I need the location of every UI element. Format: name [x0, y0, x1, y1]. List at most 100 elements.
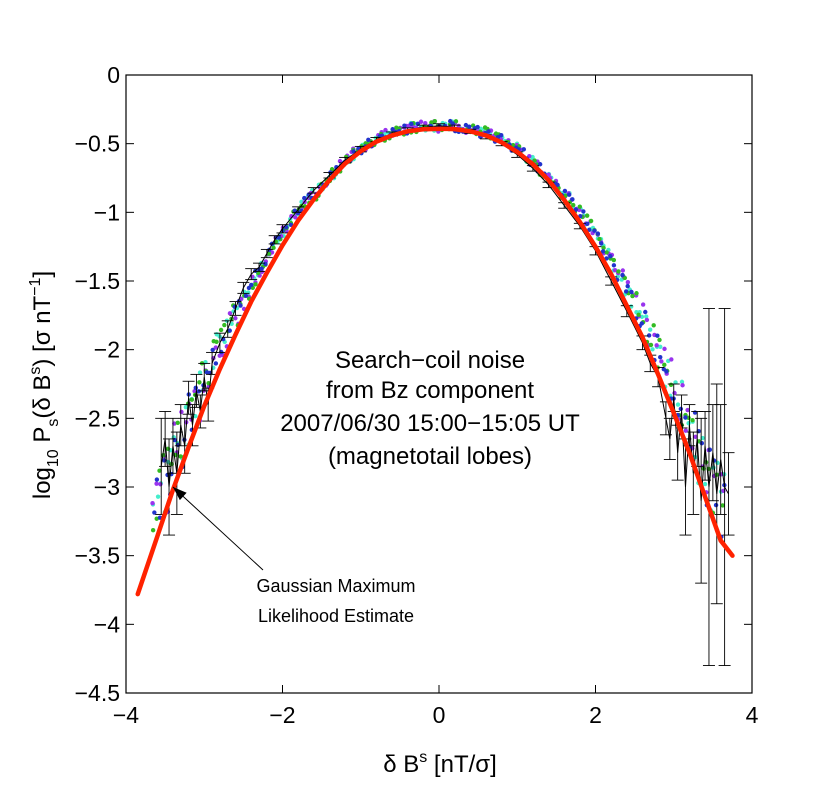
scatter-point [644, 317, 650, 323]
scatter-point [604, 250, 609, 255]
scatter-point [658, 344, 663, 349]
scatter-point [669, 357, 674, 362]
scatter-point [213, 361, 219, 366]
scatter-point [183, 404, 189, 410]
scatter-point [686, 421, 691, 426]
fit-curve [135, 126, 735, 597]
y-label-sup2: −1 [27, 277, 44, 295]
scatter-point [562, 188, 568, 194]
scatter-point [699, 441, 705, 446]
x-label-rest: [nT/σ] [427, 751, 497, 778]
scatter-point [218, 327, 224, 333]
x-tick-label: 4 [746, 702, 759, 728]
scatter-point [616, 269, 621, 274]
scatter-point [620, 268, 626, 273]
scatter-point [210, 347, 215, 353]
scatter-point [668, 382, 674, 388]
scatter-point [612, 268, 618, 273]
scatter-point [288, 222, 294, 227]
scatter-point [453, 119, 459, 124]
scatter-point [577, 204, 583, 209]
scatter-point [334, 165, 339, 170]
scatter-point [692, 410, 698, 415]
scatter-point [155, 494, 161, 499]
scatter-point [679, 379, 685, 385]
scatter-point [162, 458, 167, 463]
scatter-point [700, 435, 705, 441]
scatter-point [555, 182, 560, 188]
y-tick-label: −2.5 [75, 405, 120, 431]
scatter-point [720, 503, 725, 508]
scatter-point [584, 213, 590, 218]
scatter-point [690, 418, 695, 423]
scatter-point [402, 123, 407, 128]
y-label-sub1: 10 [45, 449, 62, 467]
scatter-point [643, 309, 648, 315]
scatter-point [683, 415, 688, 420]
x-tick-label: −2 [269, 702, 295, 728]
scatter-point [432, 119, 438, 124]
scatter-point [639, 321, 645, 326]
scatter-point [337, 158, 343, 164]
scatter-point [651, 323, 656, 328]
scatter-point [644, 314, 649, 319]
scatter-point [423, 120, 428, 126]
tick-layer: −4 −2 0 2 40−0.5−1−1.5−2−2.5−3−3.5−4−4.5 [75, 62, 759, 728]
scatter-point [299, 199, 304, 205]
scatter-point [647, 327, 653, 332]
annotation-line-4: (magnetotail lobes) [328, 443, 532, 470]
scatter-point [654, 343, 659, 348]
scatter-point [592, 228, 597, 233]
scatter-point [263, 261, 268, 267]
scatter-point [675, 402, 681, 407]
scatter-point [658, 354, 663, 360]
y-tick-label: −3 [94, 474, 120, 500]
scatter-point [657, 337, 662, 343]
scatter-point [608, 253, 613, 259]
scatter-point [600, 249, 606, 254]
scatter-point [351, 149, 356, 154]
y-axis-label: log10 Ps(δ Bs) [σ nT−1] [27, 271, 62, 499]
scatter-point [532, 158, 537, 163]
scatter-point [711, 465, 716, 470]
y-tick-label: 0 [107, 62, 120, 88]
x-label-main: δ B [383, 751, 419, 778]
scatter-point [629, 289, 634, 295]
scatter-point [646, 333, 652, 338]
y-tick-label: −0.5 [75, 131, 120, 157]
scatter-point [383, 127, 388, 133]
arrow-label-line-1: Gaussian Maximum [256, 576, 415, 596]
scatter-point [611, 257, 617, 263]
scatter-point [650, 347, 655, 352]
scatter-point [486, 129, 491, 134]
scatter-point [152, 510, 157, 515]
scatter-point [537, 162, 543, 167]
annotation-line-3: 2007/06/30 15:00−15:05 UT [280, 410, 580, 437]
scatter-point [271, 245, 276, 251]
scatter-point [466, 124, 472, 129]
y-label-end: ] [29, 271, 56, 278]
scatter-point [227, 328, 232, 333]
scatter-point [499, 132, 504, 138]
annotation-line-1: Search−coil noise [335, 347, 525, 374]
scatter-point [390, 127, 395, 132]
scatter-point [597, 236, 602, 242]
scatter-point [302, 195, 307, 201]
scatter-point [570, 197, 575, 202]
y-tick-label: −4 [94, 611, 120, 637]
scatter-point [577, 207, 582, 213]
y-label-sup1: s [27, 367, 44, 375]
scatter-point [611, 263, 617, 268]
scatter-point [178, 454, 183, 459]
scatter-point [521, 147, 527, 152]
scatter-point [599, 241, 604, 246]
arrow-line [172, 486, 264, 571]
scatter-point [662, 346, 667, 352]
y-tick-label: −3.5 [75, 543, 120, 569]
x-tick-label: 0 [433, 702, 446, 728]
scatter-point [213, 345, 218, 350]
x-label-sup: s [419, 749, 427, 766]
scatter-point [158, 482, 163, 487]
scatter-point [293, 215, 298, 220]
